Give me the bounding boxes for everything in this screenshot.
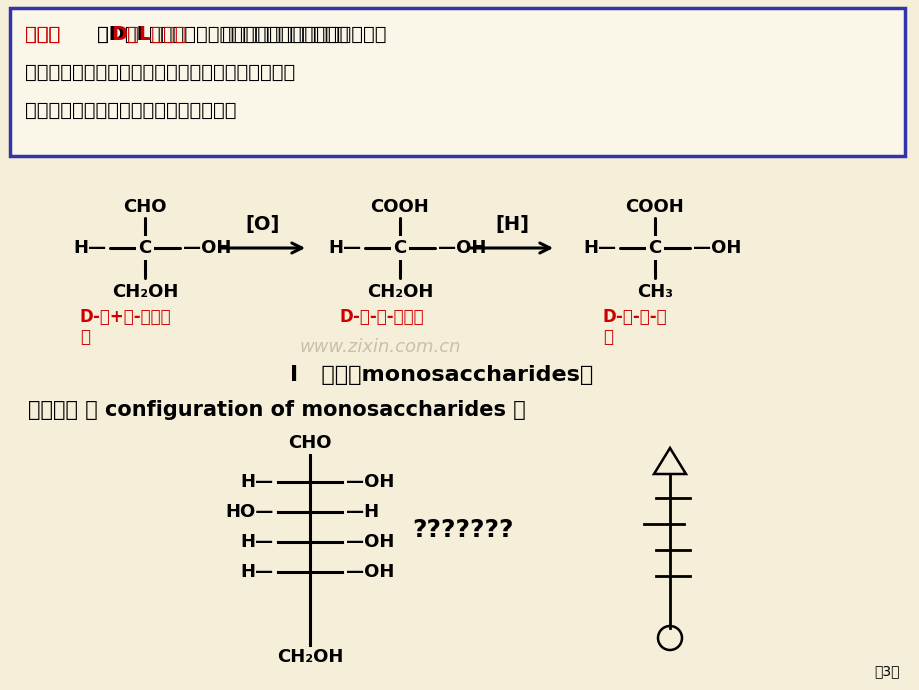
Text: CH₂OH: CH₂OH	[277, 648, 343, 666]
Text: C: C	[393, 239, 406, 257]
Text: —OH: —OH	[346, 563, 394, 581]
Text: 注意：: 注意：	[25, 25, 60, 44]
Text: H—: H—	[74, 239, 107, 257]
Text: H—: H—	[328, 239, 361, 257]
Text: CHO: CHO	[123, 198, 166, 216]
Text: Ⅰ   单糖（monosaccharides）: Ⅰ 单糖（monosaccharides）	[289, 365, 593, 385]
Text: CH₂OH: CH₂OH	[112, 283, 178, 301]
Text: —H: —H	[346, 503, 379, 521]
FancyBboxPatch shape	[10, 8, 904, 156]
Text: D-（+）-甘油醛: D-（+）-甘油醛	[80, 308, 172, 326]
Text: C: C	[648, 239, 661, 257]
Text: —OH: —OH	[346, 533, 394, 551]
Text: H—: H—	[241, 473, 274, 491]
Text: 第3页: 第3页	[874, 664, 899, 678]
Text: 酸: 酸	[80, 328, 90, 346]
Text: COOH: COOH	[370, 198, 429, 216]
Text: [O]: [O]	[245, 215, 280, 234]
Text: 范化费歇尔投影式表示，不然应将非规范化费歇尔投: 范化费歇尔投影式表示，不然应将非规范化费歇尔投	[25, 63, 295, 82]
Text: —OH: —OH	[183, 239, 231, 257]
Text: C: C	[138, 239, 152, 257]
Text: CHO: CHO	[288, 434, 332, 452]
Text: D-（-）-甘油酸: D-（-）-甘油酸	[340, 308, 425, 326]
Text: 来判断构型时，其构型应是用规: 来判断构型时，其构型应是用规	[221, 25, 386, 44]
Text: [H]: [H]	[494, 215, 528, 234]
Text: 注意：: 注意：	[25, 25, 60, 44]
Text: www.zixin.com.cn: www.zixin.com.cn	[299, 338, 460, 356]
Text: H—: H—	[584, 239, 617, 257]
Text: CH₃: CH₃	[636, 283, 673, 301]
Text: 用: 用	[96, 25, 108, 44]
Text: 单糖结构 （ configuration of monosaccharides ）: 单糖结构 （ configuration of monosaccharides …	[28, 400, 525, 420]
Text: H—: H—	[241, 563, 274, 581]
Text: D-（-）-乳: D-（-）-乳	[602, 308, 667, 326]
Text: CH₂OH: CH₂OH	[367, 283, 433, 301]
Text: —OH: —OH	[346, 473, 394, 491]
Text: HO—: HO—	[225, 503, 274, 521]
Text: —OH: —OH	[692, 239, 741, 257]
Text: —OH: —OH	[437, 239, 486, 257]
Text: ???????: ???????	[412, 518, 513, 542]
Text: 酸: 酸	[602, 328, 612, 346]
Text: H—: H—	[241, 533, 274, 551]
Text: D、L表示法: D、L表示法	[111, 25, 187, 44]
Text: 影式转换成规范化费歇尔投影式再判断。: 影式转换成规范化费歇尔投影式再判断。	[25, 101, 236, 120]
Text: 用D、L表示法来判断构型时，其构型应是用规: 用D、L表示法来判断构型时，其构型应是用规	[96, 25, 348, 44]
Text: COOH: COOH	[625, 198, 684, 216]
